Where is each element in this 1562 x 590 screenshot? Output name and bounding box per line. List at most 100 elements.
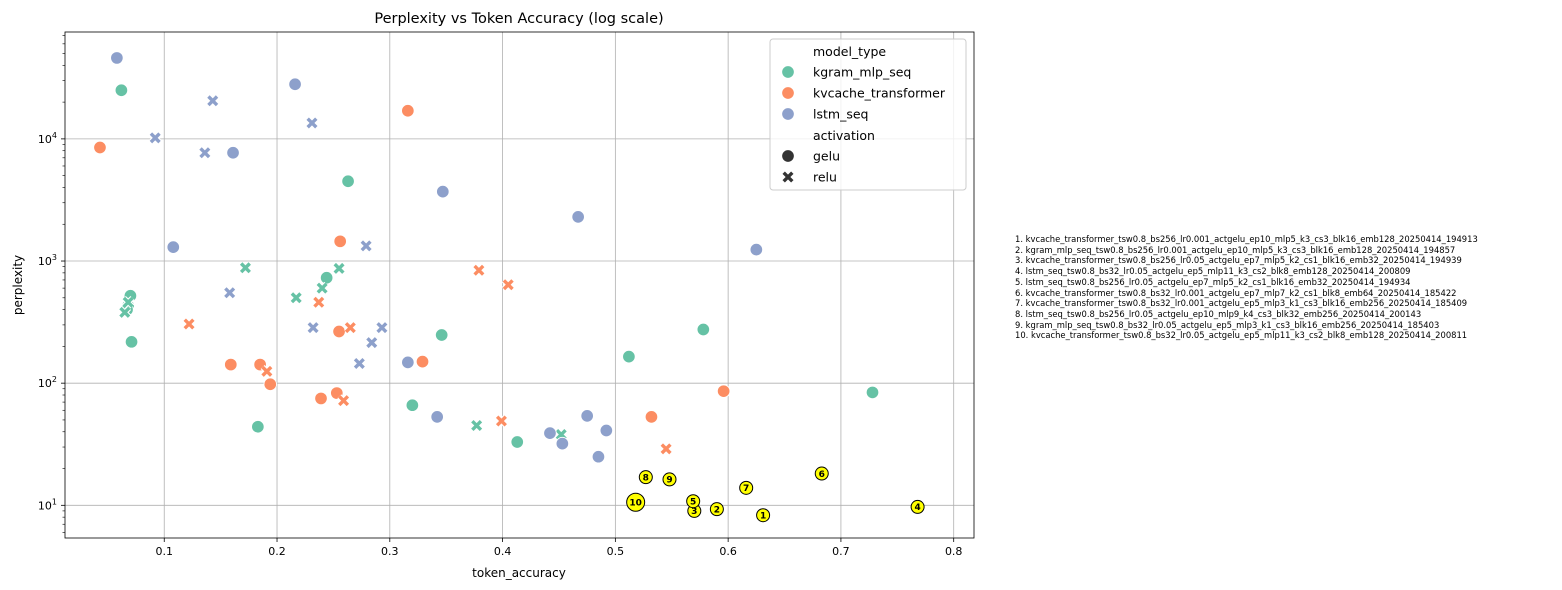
highlight-marker xyxy=(709,502,724,517)
highlight-marker xyxy=(686,494,701,509)
x-tick-label: 0.3 xyxy=(381,545,399,558)
point-lstm_seq-gelu xyxy=(110,51,124,65)
marker-stroke xyxy=(338,395,350,407)
point-lstm_seq-relu xyxy=(306,321,320,334)
point-lstm_seq-relu xyxy=(206,94,220,108)
y-tick-label: 101 xyxy=(38,497,57,512)
point-kvcache_transformer-gelu xyxy=(224,357,238,372)
x-tick-label: 0.5 xyxy=(607,545,625,558)
annotation-line: 5. lstm_seq_tsw0.8_bs256_lr0.05_actgelu_… xyxy=(1015,276,1411,287)
highlight-label: 3 xyxy=(691,507,697,517)
point-lstm_seq-relu xyxy=(305,116,319,130)
annotation-line: 10. kvcache_transformer_tsw0.8_bs32_lr0.… xyxy=(1015,330,1468,341)
highlight-marker xyxy=(910,499,925,514)
annotation-line: 6. kvcache_transformer_tsw0.8_bs32_lr0.0… xyxy=(1015,287,1457,298)
point-lstm_seq-relu xyxy=(365,336,379,349)
marker-stroke xyxy=(119,306,131,318)
marker-stroke xyxy=(473,264,485,276)
legend-label-kvcache_transformer: kvcache_transformer xyxy=(813,86,946,101)
legend-label-gelu: gelu xyxy=(813,149,840,164)
point-kgram_mlp_seq-relu xyxy=(289,291,303,305)
point-kvcache_transformer-relu xyxy=(659,442,673,456)
annotation-line: 3. kvcache_transformer_tsw0.8_bs256_lr0.… xyxy=(1015,255,1462,266)
plot-frame xyxy=(64,31,975,539)
marker-stroke xyxy=(313,296,325,308)
marker-stroke xyxy=(239,262,251,274)
legend-marker-gelu xyxy=(781,149,795,163)
point-lstm_seq-gelu xyxy=(599,423,614,438)
marker-stroke xyxy=(344,322,356,334)
point-kvcache_transformer-relu xyxy=(260,365,274,378)
point-lstm_seq-gelu xyxy=(749,242,764,257)
chart-title: Perplexity vs Token Accuracy (log scale) xyxy=(374,11,663,27)
marker-stroke xyxy=(471,420,483,432)
point-kgram_mlp_seq-gelu xyxy=(124,335,139,349)
highlight-label: 6 xyxy=(819,470,825,480)
marker-stroke xyxy=(782,171,794,183)
y-tick-label: 103 xyxy=(38,253,57,268)
point-kgram_mlp_seq-gelu xyxy=(696,322,711,337)
highlight-markers: 1 2 3 4 5 6 7 8 9 10 xyxy=(626,466,925,523)
x-tick-label: 0.6 xyxy=(719,545,737,558)
point-lstm_seq-relu xyxy=(359,239,373,253)
point-lstm_seq-gelu xyxy=(571,210,585,224)
point-lstm_seq-relu xyxy=(223,286,236,300)
annotation-line: 4. lstm_seq_tsw0.8_bs32_lr0.05_actgelu_e… xyxy=(1015,266,1411,277)
highlight-label: 4 xyxy=(914,503,920,513)
x-tick-label: 0.2 xyxy=(268,545,286,558)
highlight-label: 1 xyxy=(760,511,766,521)
highlight-label: 8 xyxy=(643,473,649,483)
point-lstm_seq-gelu xyxy=(543,426,557,440)
point-lstm_seq-gelu xyxy=(430,410,444,424)
highlight-marker xyxy=(814,466,829,481)
point-kgram_mlp_seq-relu xyxy=(315,281,329,295)
x-tick-label: 0.4 xyxy=(494,545,512,558)
x-tick-label: 0.8 xyxy=(945,545,963,558)
point-kgram_mlp_seq-gelu xyxy=(622,349,636,364)
highlight-label: 5 xyxy=(690,498,696,508)
legend-marker-relu xyxy=(781,170,795,184)
marker-stroke xyxy=(261,365,273,377)
point-kvcache_transformer-gelu xyxy=(93,140,107,155)
marker-stroke xyxy=(149,132,161,144)
legend-label-lstm_seq: lstm_seq xyxy=(813,107,868,122)
marker-stroke xyxy=(199,147,211,159)
highlight-label: 7 xyxy=(743,484,749,494)
annotation-line: 7. kvcache_transformer_tsw0.8_bs32_lr0.0… xyxy=(1015,298,1468,309)
marker-stroke xyxy=(306,117,318,129)
marker-stroke xyxy=(316,282,328,294)
point-kgram_mlp_seq-gelu xyxy=(319,270,334,285)
legend-marker-kvcache_transformer xyxy=(781,86,795,100)
highlight-marker xyxy=(739,480,754,495)
legend: model_type kgram_mlp_seq kvcache_transform… xyxy=(769,38,967,191)
point-kgram_mlp_seq-gelu xyxy=(251,419,265,434)
marker-stroke xyxy=(660,443,672,455)
legend-marker-kgram_mlp_seq xyxy=(781,65,795,79)
point-kgram_mlp_seq-gelu xyxy=(434,328,449,342)
legend-label-relu: relu xyxy=(813,170,837,185)
y-tick-label: 102 xyxy=(38,375,57,390)
marker-stroke xyxy=(495,415,507,427)
marker-stroke xyxy=(502,279,514,291)
point-kvcache_transformer-relu xyxy=(472,263,486,277)
point-kvcache_transformer-gelu xyxy=(333,234,347,249)
marker-stroke xyxy=(360,240,372,252)
point-lstm_seq-gelu xyxy=(580,409,594,423)
point-kvcache_transformer-gelu xyxy=(415,354,430,369)
highlight-label: 10 xyxy=(629,499,642,509)
point-lstm_seq-gelu xyxy=(401,355,415,370)
point-kvcache_transformer-gelu xyxy=(263,377,278,391)
point-kgram_mlp_seq-relu xyxy=(121,295,135,309)
point-lstm_seq-gelu xyxy=(166,240,181,254)
legend-marker-lstm_seq xyxy=(781,107,795,121)
x-axis-label: token_accuracy xyxy=(472,566,566,580)
annotation-line: 1. kvcache_transformer_tsw0.8_bs256_lr0.… xyxy=(1015,234,1478,244)
highlight-label: 2 xyxy=(714,505,720,515)
point-lstm_seq-relu xyxy=(375,321,389,334)
point-kgram_mlp_seq-gelu xyxy=(510,435,524,449)
marker-stroke xyxy=(290,292,302,304)
point-lstm_seq-relu xyxy=(148,131,162,145)
point-kvcache_transformer-gelu xyxy=(332,324,346,339)
x-tick-label: 0.1 xyxy=(155,545,173,558)
